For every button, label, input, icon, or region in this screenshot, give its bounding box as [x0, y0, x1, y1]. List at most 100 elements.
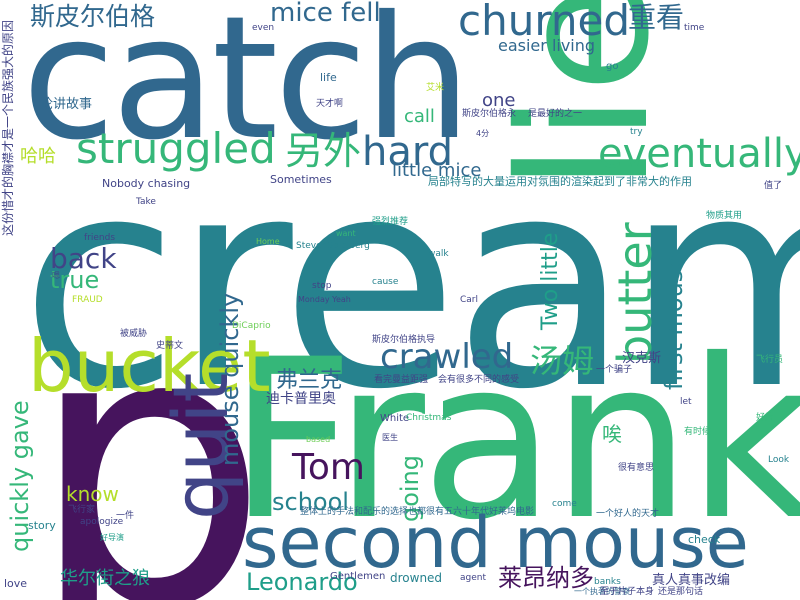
cloud-word: churned	[458, 0, 630, 45]
cloud-word: 4分	[476, 129, 490, 138]
cloud-word: 医生	[382, 433, 398, 442]
cloud-word: drowned	[390, 571, 443, 585]
cloud-word: 强烈推荐	[372, 217, 409, 227]
cloud-word: story	[28, 519, 56, 532]
cloud-word: 汤姆	[530, 342, 595, 380]
cloud-word: Christmas	[406, 413, 452, 423]
cloud-word: time	[684, 23, 705, 33]
cloud-word: 至于片子本身	[600, 587, 655, 597]
cloud-word: p	[28, 248, 270, 600]
cloud-word: 莱昂纳多	[498, 564, 594, 592]
cloud-word: hard	[362, 129, 453, 175]
cloud-word: one	[482, 90, 516, 111]
cloud-word: 重看	[628, 1, 685, 34]
cloud-word: eventually	[598, 131, 800, 177]
cloud-word: White	[380, 413, 410, 424]
cloud-word: 一个骗子	[596, 365, 633, 375]
cloud-word: bucket	[28, 324, 271, 408]
cloud-word: true	[50, 266, 100, 294]
cloud-word: 被威胁	[120, 329, 148, 339]
cloud-word: 看完曼益距强	[374, 375, 429, 385]
cloud-word: stop	[312, 281, 332, 291]
cloud-word: 华尔街之狼	[60, 568, 150, 589]
cloud-word: 汉克斯	[622, 351, 662, 366]
cloud-word: Nobody chasing	[102, 177, 191, 190]
cloud-word: apologize	[80, 517, 124, 527]
cloud-word: Carl	[460, 295, 478, 305]
cloud-word: know	[66, 482, 119, 506]
cloud-word: agent	[460, 573, 486, 583]
cloud-word: 很有意思	[618, 463, 655, 473]
cloud-word: Sometimes	[270, 173, 332, 186]
cloud-word: 会有很多不同的感受	[438, 375, 520, 385]
cloud-word: Two little	[538, 232, 563, 330]
cloud-word: cause	[372, 277, 399, 287]
cloud-word: 迪卡普里奥	[266, 391, 336, 407]
cloud-word: 一个好人的天才	[596, 509, 660, 519]
cloud-word: 这份惜才的胸襟才是一个民族强大的原因	[1, 19, 15, 236]
cloud-word: DiCaprio	[232, 321, 271, 331]
cloud-word: life	[320, 71, 337, 84]
cloud-word: Frank	[228, 312, 800, 568]
cloud-word: 唉	[602, 422, 622, 446]
cloud-word: second mouse	[242, 502, 749, 584]
cloud-word: easier living	[498, 36, 596, 55]
cloud-word: come	[552, 499, 577, 509]
cloud-word: 哈哈	[20, 146, 56, 167]
cloud-word: crawled	[380, 337, 514, 377]
cloud-word: let	[680, 397, 692, 407]
cloud-word: check	[688, 533, 721, 546]
cloud-word: back	[50, 242, 117, 275]
cloud-word: Take	[136, 197, 156, 207]
cloud-word: 局部特写的大量运用对氛围的渲染起到了非常大的作用	[428, 175, 692, 188]
cloud-word: friends	[84, 233, 116, 243]
cloud-word: StevenSpielberg	[296, 241, 370, 251]
cloud-word: mouse quickly	[216, 292, 244, 466]
cloud-word: 整体上的手法和配乐的选择也都很有五六十年代好莱坞电影	[300, 507, 535, 517]
cloud-word: 好片	[756, 413, 775, 423]
cloud-word: walk	[428, 249, 449, 259]
cloud-word: 飞行家	[68, 505, 96, 515]
cloud-word: struggled	[76, 124, 276, 173]
cloud-word: 真人真事改编	[652, 573, 731, 588]
cloud-word: cream	[20, 116, 800, 453]
cloud-word: first mouse	[660, 254, 688, 390]
cloud-word: 斯皮尔伯格永	[462, 109, 517, 119]
cloud-word: 物质其用	[706, 211, 743, 221]
cloud-word: 另外	[285, 129, 362, 173]
cloud-word: 一件	[116, 511, 135, 521]
cloud-word: mice fell	[270, 0, 381, 28]
cloud-word: 好导演	[100, 533, 124, 542]
cloud-word: go	[606, 61, 619, 72]
cloud-word: want	[336, 229, 356, 238]
cloud-word: FRAUD	[72, 295, 103, 305]
cloud-word: 值了	[764, 181, 783, 191]
cloud-word: 有时候	[684, 427, 712, 437]
cloud-word: 天才啊	[316, 99, 344, 109]
cloud-word: butter	[608, 222, 662, 364]
cloud-word: little mice	[392, 160, 482, 181]
cloud-word: try	[630, 127, 643, 137]
cloud-word: 斯皮尔伯格	[30, 2, 156, 31]
cloud-word: banks	[594, 577, 621, 587]
cloud-word: 论讲故事	[40, 97, 93, 112]
cloud-word: Home	[256, 237, 280, 246]
cloud-word: call	[404, 106, 435, 127]
cloud-word: 是最好的之一	[528, 109, 583, 119]
cloud-word: 还是那句话	[658, 587, 704, 597]
cloud-word: Leonardo	[246, 568, 358, 596]
cloud-word: 嗯	[52, 271, 60, 280]
cloud-word: 弗兰克	[276, 368, 343, 393]
cloud-word: 飞行员	[756, 355, 784, 365]
cloud-word: 一个执著的警察	[574, 587, 630, 596]
cloud-word: catch	[22, 0, 472, 178]
cloud-word: 斯皮尔伯格执导	[372, 335, 436, 345]
cloud-word: Look	[768, 455, 790, 465]
cloud-word: 史蒂文	[156, 341, 184, 351]
cloud-word: Tom	[292, 447, 365, 488]
cloud-word: school	[272, 488, 349, 516]
cloud-word: even	[252, 23, 275, 33]
cloud-word: Monday Yeah	[298, 295, 351, 304]
cloud-word: love	[4, 577, 28, 590]
